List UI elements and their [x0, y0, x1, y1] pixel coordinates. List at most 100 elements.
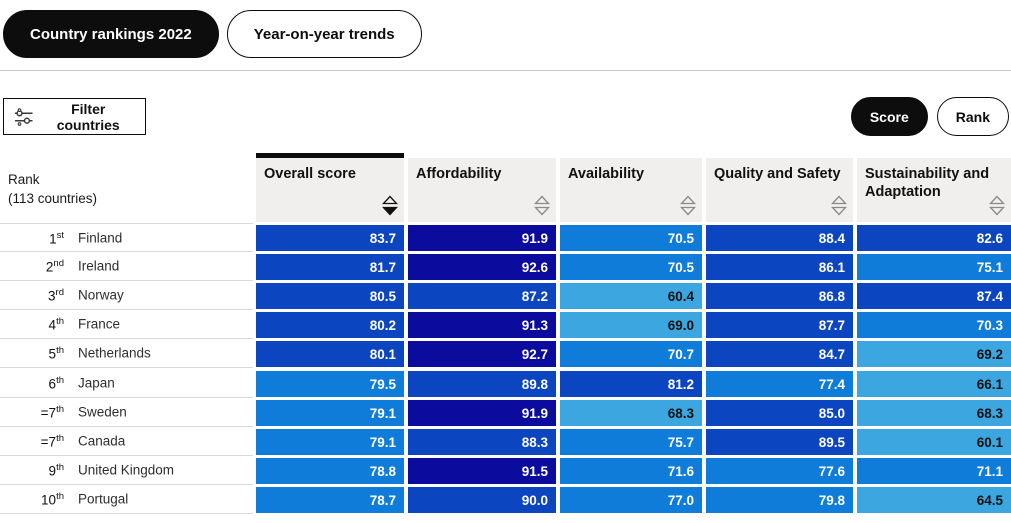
score-cell-quality-and-safety[interactable]: 77.4	[706, 371, 853, 397]
rank-value: 1st	[49, 229, 64, 246]
score-cell-overall-score[interactable]: 80.1	[256, 341, 404, 367]
score-cell-overall-score[interactable]: 79.1	[256, 429, 404, 455]
country-name: Finland	[78, 230, 123, 245]
score-cell-affordability[interactable]: 87.2	[408, 283, 556, 309]
sort-icon[interactable]	[989, 195, 1005, 216]
score-cell-availability[interactable]: 71.6	[560, 458, 702, 484]
column-header-affordability[interactable]: Affordability	[408, 158, 556, 222]
table-row-norway[interactable]: 3rd Norway	[0, 281, 253, 310]
sort-icon[interactable]	[534, 195, 550, 216]
score-cell-quality-and-safety[interactable]: 85.0	[706, 400, 853, 426]
score-cell-quality-and-safety[interactable]: 86.1	[706, 254, 853, 280]
score-cell-affordability[interactable]: 92.7	[408, 341, 556, 367]
score-cell-overall-score[interactable]: 81.7	[256, 254, 404, 280]
score-cell-overall-score[interactable]: 79.5	[256, 371, 404, 397]
table-row-finland[interactable]: 1st Finland	[0, 223, 253, 252]
score-cell-sustainability-and-adaptation[interactable]: 82.6	[857, 225, 1011, 251]
score-cell-availability[interactable]: 70.5	[560, 254, 702, 280]
column-header-availability[interactable]: Availability	[560, 158, 702, 222]
score-cell-availability[interactable]: 81.2	[560, 371, 702, 397]
rank-value: 6th	[48, 374, 64, 392]
table-row-united-kingdom[interactable]: 9th United Kingdom	[0, 456, 253, 485]
score-cell-affordability[interactable]: 91.9	[408, 225, 556, 251]
score-cell-quality-and-safety[interactable]: 79.8	[706, 487, 853, 513]
rank-value: =7th	[40, 432, 64, 450]
rank-value: 2nd	[45, 257, 64, 275]
country-name: Sweden	[78, 404, 127, 420]
filter-countries-label: Filter countries	[56, 100, 120, 133]
score-cell-quality-and-safety[interactable]: 87.7	[706, 312, 853, 338]
country-name: United Kingdom	[78, 462, 175, 478]
table-row-japan[interactable]: 6th Japan	[0, 369, 253, 398]
country-name: Ireland	[78, 258, 120, 274]
country-name: France	[78, 316, 121, 332]
rank-value: 3rd	[48, 286, 64, 304]
score-cell-availability[interactable]: 75.7	[560, 429, 702, 455]
table-row-netherlands[interactable]: 5th Netherlands	[0, 339, 253, 368]
score-cell-quality-and-safety[interactable]: 77.6	[706, 458, 853, 484]
country-name: Portugal	[78, 491, 129, 507]
filter-countries-button[interactable]: Filter countries	[3, 98, 146, 135]
score-toggle-button[interactable]: Score	[850, 97, 928, 136]
column-header-label: Overall score	[264, 166, 356, 182]
score-cell-affordability[interactable]: 89.8	[408, 371, 556, 397]
score-cell-sustainability-and-adaptation[interactable]: 68.3	[857, 400, 1011, 426]
score-cell-overall-score[interactable]: 78.7	[256, 487, 404, 513]
score-cell-sustainability-and-adaptation[interactable]: 70.3	[857, 312, 1011, 338]
column-header-overall-score[interactable]: Overall score	[256, 158, 404, 222]
score-cell-overall-score[interactable]: 83.7	[256, 225, 404, 251]
score-cell-availability[interactable]: 70.7	[560, 341, 702, 367]
score-cell-overall-score[interactable]: 79.1	[256, 400, 404, 426]
score-cell-affordability[interactable]: 91.3	[408, 312, 556, 338]
score-cell-quality-and-safety[interactable]: 86.8	[706, 283, 853, 309]
column-header-sustainability-and-adaptation[interactable]: Sustainability and Adaptation	[857, 158, 1011, 222]
score-cell-overall-score[interactable]: 80.2	[256, 312, 404, 338]
score-cell-availability[interactable]: 69.0	[560, 312, 702, 338]
table-row-ireland[interactable]: 2nd Ireland	[0, 252, 253, 281]
column-header-label: Availability	[568, 166, 645, 182]
score-cell-affordability[interactable]: 91.9	[408, 400, 556, 426]
rank-value: 4th	[48, 315, 64, 333]
sort-icon[interactable]	[680, 195, 696, 216]
country-name: Norway	[78, 287, 124, 303]
rank-toggle-button[interactable]: Rank	[936, 97, 1009, 136]
score-cell-availability[interactable]: 68.3	[560, 400, 702, 426]
score-cell-overall-score[interactable]: 80.5	[256, 283, 404, 309]
rank-column-header: Rank (113 countries)	[8, 170, 97, 208]
sort-icon[interactable]	[382, 195, 398, 216]
column-header-label: Affordability	[416, 166, 502, 182]
tab-year-on-year-trends[interactable]: Year-on-year trends	[226, 10, 422, 58]
score-cell-sustainability-and-adaptation[interactable]: 87.4	[857, 283, 1011, 309]
score-cell-sustainability-and-adaptation[interactable]: 66.1	[857, 371, 1011, 397]
score-cell-sustainability-and-adaptation[interactable]: 69.2	[857, 341, 1011, 367]
score-cell-availability[interactable]: 70.5	[560, 225, 702, 251]
score-cell-sustainability-and-adaptation[interactable]: 64.5	[857, 487, 1011, 513]
score-cell-affordability[interactable]: 92.6	[408, 254, 556, 280]
score-cell-affordability[interactable]: 88.3	[408, 429, 556, 455]
rank-value: 9th	[48, 461, 64, 479]
score-cell-overall-score[interactable]: 78.8	[256, 458, 404, 484]
score-cell-sustainability-and-adaptation[interactable]: 75.1	[857, 254, 1011, 280]
score-cell-availability[interactable]: 77.0	[560, 487, 702, 513]
score-cell-sustainability-and-adaptation[interactable]: 60.1	[857, 429, 1011, 455]
score-rank-toggle: Score Rank	[850, 97, 1009, 136]
table-row-portugal[interactable]: 10th Portugal	[0, 485, 253, 514]
score-cell-availability[interactable]: 60.4	[560, 283, 702, 309]
score-cell-quality-and-safety[interactable]: 89.5	[706, 429, 853, 455]
table-row-sweden[interactable]: =7th Sweden	[0, 398, 253, 427]
table-row-france[interactable]: 4th France	[0, 310, 253, 339]
score-cell-quality-and-safety[interactable]: 84.7	[706, 341, 853, 367]
score-cell-affordability[interactable]: 91.5	[408, 458, 556, 484]
score-cell-sustainability-and-adaptation[interactable]: 71.1	[857, 458, 1011, 484]
score-cell-affordability[interactable]: 90.0	[408, 487, 556, 513]
rank-header-line2: (113 countries)	[8, 191, 98, 206]
view-tabs: Country rankings 2022 Year-on-year trend…	[3, 10, 422, 58]
column-header-quality-and-safety[interactable]: Quality and Safety	[706, 158, 853, 222]
score-cell-quality-and-safety[interactable]: 88.4	[706, 225, 853, 251]
country-name: Netherlands	[78, 345, 151, 361]
table-row-canada[interactable]: =7th Canada	[0, 427, 253, 456]
sort-icon[interactable]	[831, 195, 847, 216]
section-divider	[0, 70, 1011, 71]
tab-country-rankings-2022[interactable]: Country rankings 2022	[3, 10, 219, 58]
country-name: Canada	[78, 433, 126, 449]
